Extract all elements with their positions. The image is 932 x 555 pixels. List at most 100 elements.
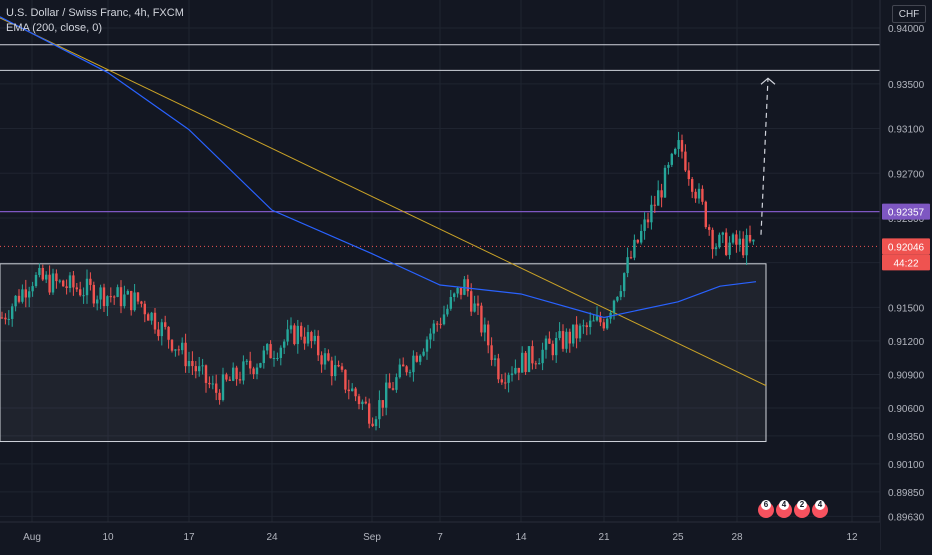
- candle: [748, 225, 752, 244]
- candle: [272, 350, 276, 367]
- candle: [745, 228, 748, 265]
- candle-body: [476, 303, 480, 306]
- currency-button[interactable]: CHF: [892, 5, 926, 23]
- price-tag: 44:22: [882, 254, 930, 271]
- candle-body: [119, 287, 123, 307]
- candle-body: [99, 287, 102, 300]
- candle: [300, 322, 303, 340]
- candle: [497, 353, 500, 384]
- candle-body: [425, 339, 429, 352]
- candle: [48, 265, 51, 295]
- candle-body: [419, 355, 422, 362]
- candle-body: [677, 140, 680, 149]
- candle-body: [123, 294, 126, 307]
- price-tag-bg: [882, 203, 930, 220]
- candle-body: [548, 338, 551, 344]
- candle-body: [561, 331, 565, 349]
- candle-body: [283, 341, 286, 348]
- candle: [310, 330, 313, 349]
- candle: [449, 290, 452, 311]
- candle: [344, 369, 347, 394]
- event-badge[interactable]: 2: [794, 500, 810, 518]
- candle: [215, 374, 218, 401]
- candle-body: [286, 329, 289, 342]
- candle-body: [4, 317, 7, 320]
- time-axis-panel: [0, 522, 880, 550]
- symbol-title[interactable]: U.S. Dollar / Swiss Franc, 4h, FXCM: [6, 7, 184, 19]
- candle: [599, 311, 602, 327]
- candle-body: [266, 344, 269, 351]
- candle-body: [446, 308, 449, 315]
- candle: [524, 350, 527, 375]
- projection-arrow: [760, 78, 769, 235]
- candle: [623, 272, 626, 298]
- event-badge[interactable]: 4: [812, 500, 828, 518]
- candle: [582, 319, 585, 334]
- candle-body: [164, 322, 167, 327]
- candle: [561, 324, 565, 352]
- candle: [51, 268, 55, 295]
- candle: [612, 299, 616, 320]
- candle: [667, 162, 670, 175]
- candle: [694, 188, 697, 203]
- candle-body: [167, 326, 170, 340]
- candle: [354, 386, 357, 402]
- candle: [480, 302, 483, 337]
- time-tick-label: 17: [183, 532, 195, 543]
- candle: [592, 314, 595, 322]
- candle-body: [623, 273, 626, 292]
- candle: [119, 280, 123, 314]
- candle: [218, 389, 221, 405]
- candle-body: [480, 305, 483, 333]
- candle: [191, 351, 194, 375]
- candle: [718, 232, 721, 249]
- candle-body: [92, 284, 95, 304]
- candle: [371, 417, 374, 428]
- candle-body: [674, 148, 677, 154]
- candle: [208, 376, 211, 389]
- event-badge[interactable]: 4: [776, 500, 792, 518]
- candle: [640, 224, 643, 245]
- indicator-label[interactable]: EMA (200, close, 0): [6, 22, 102, 34]
- candle: [408, 369, 412, 378]
- candle-body: [133, 292, 136, 311]
- candle-body: [636, 239, 639, 243]
- candle-body: [354, 388, 357, 397]
- candle: [510, 366, 514, 382]
- candle-body: [544, 338, 548, 350]
- candle-body: [684, 151, 687, 171]
- candle: [381, 400, 384, 417]
- candle-body: [364, 401, 367, 404]
- event-badge[interactable]: 6: [758, 500, 774, 518]
- candle: [194, 361, 197, 379]
- candle-body: [249, 360, 252, 369]
- candle: [674, 147, 677, 156]
- candle: [527, 345, 531, 373]
- candle: [646, 212, 650, 229]
- candle-body: [153, 312, 157, 330]
- candle-body: [255, 367, 259, 375]
- candle: [415, 352, 418, 363]
- candle-body: [228, 379, 231, 381]
- candle-body: [606, 318, 609, 329]
- candle-body: [102, 287, 106, 307]
- candle-body: [558, 331, 561, 338]
- candle: [259, 362, 262, 369]
- candle: [293, 323, 296, 346]
- event-badges[interactable]: 6 4 2 4: [758, 500, 828, 518]
- candle-body: [697, 188, 701, 199]
- candle-body: [55, 273, 58, 282]
- candle-body: [541, 349, 544, 364]
- candle: [89, 272, 92, 291]
- candle: [269, 340, 272, 359]
- candle-body: [711, 229, 714, 250]
- candle: [670, 152, 673, 168]
- price-tag: 0.92357: [882, 203, 930, 220]
- candle: [731, 232, 735, 245]
- candle: [585, 322, 588, 336]
- candle: [398, 358, 401, 379]
- candle-body: [742, 238, 745, 256]
- candle-body: [616, 296, 619, 301]
